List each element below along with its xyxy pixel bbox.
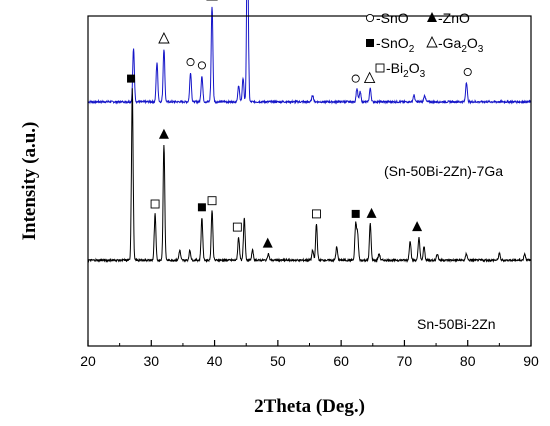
square-open-marker [150, 199, 160, 209]
series-label-ga: (Sn-50Bi-2Zn)-7Ga [384, 163, 503, 179]
legend-label: -Ga2O3 [438, 35, 484, 55]
triangle-filled-marker [158, 128, 169, 139]
square-open-marker [312, 209, 321, 219]
legend-label-text: -ZnO [438, 10, 470, 26]
y-axis-title: Intensity (a.u.) [19, 122, 40, 241]
circle-open-marker [351, 74, 360, 83]
plot-frame [87, 15, 532, 347]
triangle-open-marker [426, 35, 438, 48]
x-tick-label: 50 [270, 353, 286, 369]
x-tick-label: 90 [523, 353, 539, 369]
legend-subscript: 2 [409, 44, 415, 55]
legend-label-text: -Ga [438, 35, 462, 51]
legend-subscript: 3 [478, 44, 484, 55]
triangle-filled-marker [262, 237, 273, 248]
x-tick-label: 80 [460, 353, 476, 369]
legend-label-text: -SnO [376, 35, 409, 51]
x-tick-label: 20 [80, 353, 96, 369]
legend-label-text: O [467, 35, 478, 51]
legend-subscript: 3 [420, 69, 426, 80]
series-label-base: Sn-50Bi-2Zn [417, 316, 496, 332]
x-axis-title: 2Theta (Deg.) [254, 396, 365, 417]
x-tick-label: 70 [397, 353, 413, 369]
legend-label-text: -SnO [376, 10, 409, 26]
x-tick-label: 40 [207, 353, 223, 369]
circle-open-marker [197, 61, 206, 70]
square-open-marker [375, 63, 385, 73]
series-line-0 [87, 0, 532, 105]
triangle-filled-marker [366, 207, 377, 218]
legend-label: -Bi2O3 [386, 60, 426, 80]
square-filled-marker [197, 203, 206, 212]
square-filled-marker [351, 209, 360, 218]
plot-markers [127, 0, 472, 248]
triangle-filled-marker [427, 12, 437, 22]
legend-label-text: O [409, 60, 420, 76]
square-filled-marker [366, 39, 374, 47]
x-tick-label: 30 [143, 353, 159, 369]
circle-open-marker [463, 67, 472, 77]
series-line-1 [87, 88, 532, 263]
square-open-marker [232, 222, 242, 232]
square-open-marker [207, 196, 217, 206]
legend-label: -SnO [376, 10, 409, 26]
circle-open-marker [186, 58, 195, 67]
circle-open-marker [365, 13, 375, 23]
triangle-open-marker [363, 71, 376, 84]
square-filled-marker [127, 74, 136, 83]
legend-subscript: 2 [461, 44, 467, 55]
legend-label: -SnO2 [376, 35, 415, 55]
legend: -SnO -ZnO-SnO2 -Ga2O3-Bi2O3 [365, 10, 484, 80]
triangle-filled-marker [412, 221, 423, 232]
triangle-open-marker [158, 31, 170, 44]
plot-lines [87, 0, 532, 263]
x-tick-label: 60 [333, 353, 349, 369]
legend-label-text: -Bi [386, 60, 403, 76]
x-axis-ticks: 20 30 40 50 60 70 80 90 [80, 340, 539, 369]
legend-subscript: 2 [403, 69, 409, 80]
legend-label: -ZnO [438, 10, 470, 26]
